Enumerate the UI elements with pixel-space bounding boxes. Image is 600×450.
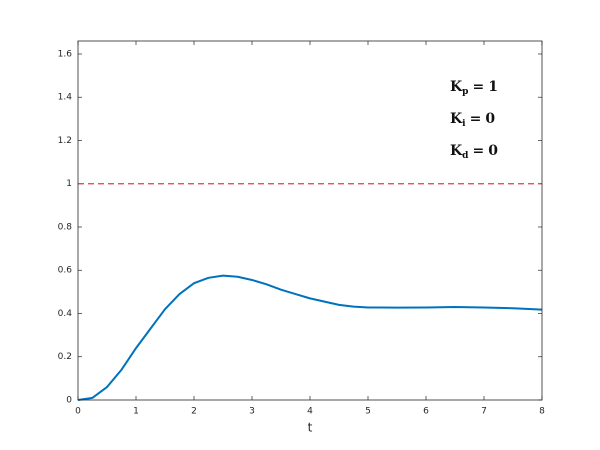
y-tick-label: 0.4	[58, 309, 73, 319]
y-tick-label: 0	[66, 396, 72, 406]
y-tick-label: 0.6	[58, 266, 73, 276]
y-tick-label: 1	[66, 179, 72, 189]
x-tick-label: 4	[307, 407, 313, 417]
annotation-value: 0	[485, 111, 495, 127]
x-tick-label: 5	[365, 407, 371, 417]
annotation-value: 0	[488, 143, 498, 159]
y-tick-label: 1.6	[58, 49, 73, 59]
y-tick-label: 0.8	[58, 222, 73, 232]
y-tick-label: 0.2	[58, 352, 72, 362]
annotation-base: K	[450, 143, 463, 159]
x-tick-label: 6	[423, 407, 429, 417]
annotation-base: K	[450, 111, 463, 127]
annotation-subscript: d	[462, 151, 469, 161]
annotation: Kp = 1	[450, 79, 498, 97]
x-tick-label: 7	[481, 407, 487, 417]
annotation: Kd = 0	[450, 143, 498, 161]
annotation-subscript: i	[462, 119, 466, 129]
axes-box	[77, 40, 543, 401]
annotation-operator: =	[470, 111, 482, 127]
x-tick-label: 8	[539, 407, 545, 417]
annotation-operator: =	[472, 79, 484, 95]
x-tick-label: 3	[249, 407, 255, 417]
x-axis-label: t	[308, 421, 313, 435]
x-tick-label: 2	[191, 407, 197, 417]
y-tick-label: 1.4	[58, 93, 73, 103]
annotation-operator: =	[472, 143, 484, 159]
annotation-subscript: p	[462, 87, 468, 97]
annotation-base: K	[450, 79, 463, 95]
x-tick-label: 1	[133, 407, 139, 417]
y-tick-label: 1.2	[58, 136, 72, 146]
x-tick-label: 0	[75, 407, 81, 417]
annotation: Ki = 0	[450, 111, 495, 129]
annotation-value: 1	[488, 79, 498, 95]
line-series	[77, 274, 543, 401]
